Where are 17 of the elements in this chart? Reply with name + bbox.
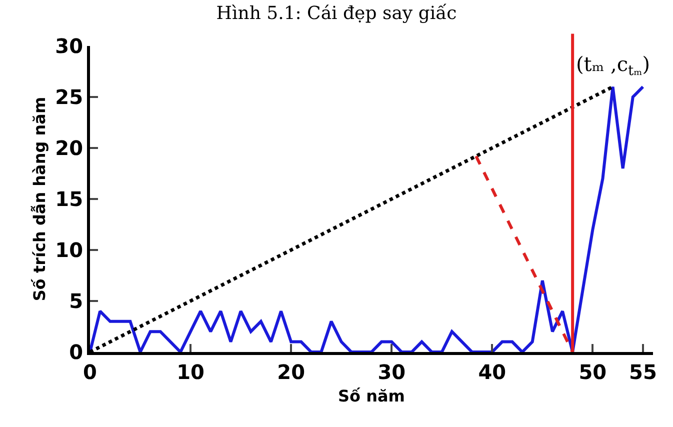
x-tick-label: 20 xyxy=(277,360,305,384)
x-tick-label: 40 xyxy=(478,360,506,384)
annotation: (tₘ ,c$_{tₘ}$) xyxy=(576,52,650,80)
x-tick-label: 30 xyxy=(378,360,406,384)
y-tick-label: 30 xyxy=(55,34,83,58)
x-tick-label: 50 xyxy=(578,360,607,384)
y-tick-label: 20 xyxy=(55,136,83,160)
chart-title: Hình 5.1: Cái đẹp say giấc xyxy=(216,3,457,24)
x-axis-title: Số năm xyxy=(338,386,405,406)
x-tick-label: 10 xyxy=(176,360,204,384)
y-tick-label: 10 xyxy=(55,238,83,262)
y-tick-label: 15 xyxy=(55,187,83,211)
y-tick-label: 0 xyxy=(69,340,83,364)
x-tick-label: 55 xyxy=(629,360,657,384)
y-tick-label: 5 xyxy=(69,289,83,313)
y-axis-title: Số trích dẫn hàng năm xyxy=(30,96,50,302)
y-tick-label: 25 xyxy=(55,85,83,109)
